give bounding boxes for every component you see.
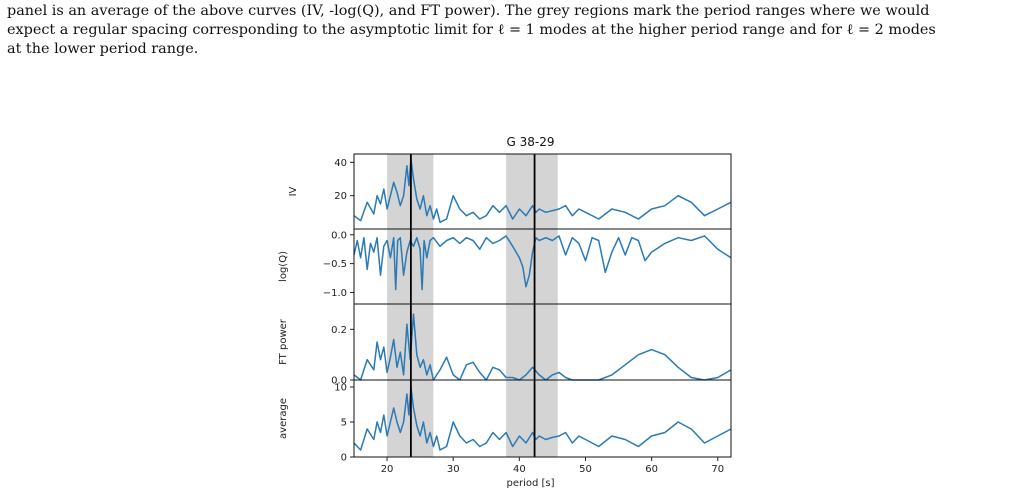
panel-frame-4 — [353, 379, 732, 458]
ytick-label: 0 — [341, 453, 347, 464]
ytick-label: 10 — [334, 383, 347, 394]
series-line-panel-2 — [353, 235, 732, 291]
caption-line-2: expect a regular spacing corresponding t… — [7, 22, 936, 38]
xtick-label: 20 — [381, 464, 394, 475]
xtick-label: 40 — [513, 464, 526, 475]
series-line-panel-1 — [353, 158, 732, 224]
series-line-panel-4 — [353, 386, 732, 451]
ytick-label: 0.0 — [331, 230, 347, 241]
ylabel-panel-3: FT power — [278, 318, 289, 365]
ylabel-panel-2: log(Q) — [278, 251, 289, 282]
ylabel-panel-1: IV — [288, 186, 299, 196]
chart-title: G 38-29 — [507, 135, 555, 149]
figure-caption: panel is an average of the above curves … — [7, 2, 1029, 59]
caption-line-3: at the lower period range. — [7, 41, 199, 57]
xtick-label: 50 — [579, 464, 592, 475]
xtick-label: 60 — [645, 464, 658, 475]
caption-line-1: panel is an average of the above curves … — [7, 3, 930, 19]
ytick-label: −1.0 — [323, 288, 347, 299]
ytick-label: 40 — [334, 158, 347, 169]
grey-region-2 — [506, 154, 558, 457]
ytick-label: 5 — [341, 418, 347, 429]
ylabel-panel-4: average — [278, 398, 289, 439]
ytick-label: 0.0 — [331, 376, 347, 387]
ytick-label: 0.2 — [331, 325, 347, 336]
xtick-label: 70 — [711, 464, 724, 475]
ytick-label: −0.5 — [323, 259, 347, 270]
xtick-label: 30 — [447, 464, 460, 475]
xlabel: period [s] — [506, 478, 554, 489]
series-line-panel-3 — [353, 313, 732, 381]
ytick-label: 20 — [334, 191, 347, 202]
